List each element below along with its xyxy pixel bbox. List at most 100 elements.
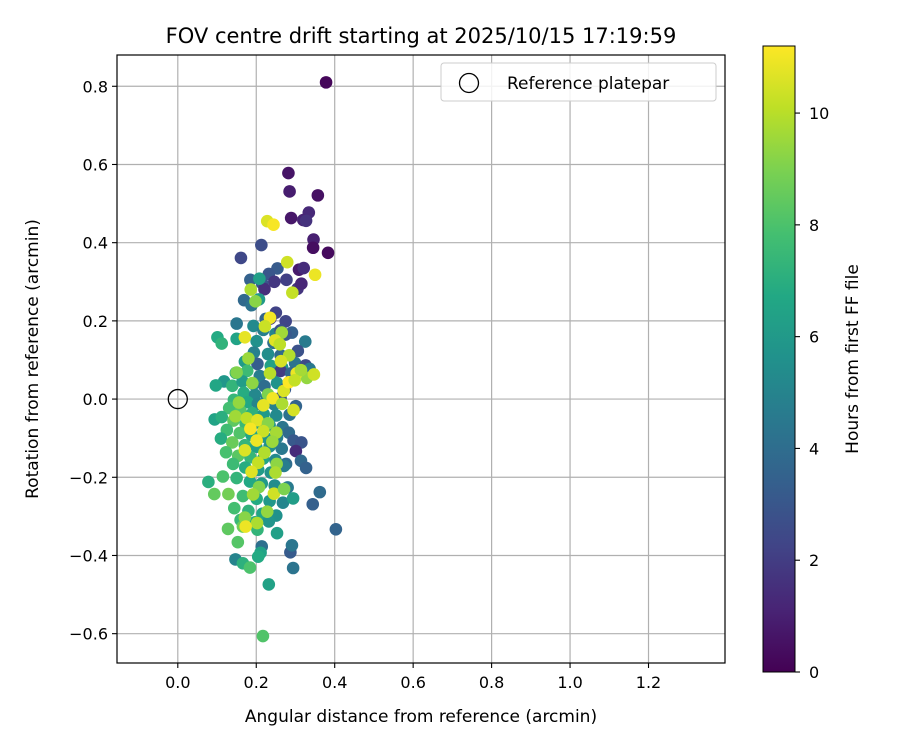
data-point: [280, 273, 293, 287]
data-point: [268, 275, 281, 289]
x-tick-label: 0.4: [322, 673, 347, 692]
data-point: [215, 337, 229, 350]
data-point: [251, 357, 264, 371]
colorbar-gradient: [762, 45, 796, 673]
data-point: [226, 379, 239, 393]
data-point: [321, 246, 335, 260]
reference-marker: [167, 388, 188, 410]
data-point: [230, 471, 243, 485]
data-point: [267, 218, 280, 231]
data-point: [289, 444, 303, 458]
data-point: [250, 434, 263, 447]
data-point: [274, 354, 288, 368]
data-point: [247, 319, 260, 333]
x-tick-label: 1.0: [557, 673, 582, 692]
colorbar-ticks: 0 2 4 6 8 10: [795, 104, 829, 682]
data-point: [214, 432, 228, 445]
data-point: [286, 492, 300, 505]
data-point: [307, 368, 321, 381]
data-point: [308, 268, 322, 282]
data-point: [256, 629, 270, 643]
chart-title: FOV centre drift starting at 2025/10/15 …: [166, 24, 677, 48]
colorbar-tick-label: 4: [809, 439, 819, 458]
legend-entry-reference-platepar: Reference platepar: [507, 74, 669, 94]
data-point: [230, 317, 243, 330]
y-tick-label: 0.6: [83, 155, 108, 174]
data-point: [274, 364, 287, 378]
colorbar-tick-label: 0: [809, 663, 819, 682]
x-tick-label: 0.8: [479, 673, 504, 692]
data-point: [262, 578, 276, 591]
data-point: [306, 497, 320, 511]
legend: Reference platepar: [440, 62, 717, 102]
data-point: [267, 487, 281, 501]
data-point: [232, 396, 246, 409]
data-point: [238, 511, 252, 524]
data-point: [269, 409, 283, 422]
data-point: [215, 410, 229, 424]
data-point: [266, 392, 280, 405]
colorbar-tick-label: 2: [809, 551, 819, 570]
y-axis: −0.6 −0.4 −0.2 0.0 0.2 0.4 0.6 0.8: [69, 77, 117, 644]
data-point: [299, 214, 313, 228]
data-point: [236, 489, 250, 503]
data-point: [258, 282, 271, 296]
data-point: [261, 347, 275, 361]
data-point: [240, 411, 254, 425]
data-point: [273, 338, 287, 351]
data-point: [280, 255, 294, 269]
data-point: [222, 487, 235, 501]
colorbar: 0 2 4 6 8 10 Hours from first FF file: [762, 45, 863, 682]
data-point: [306, 241, 320, 255]
data-point: [276, 496, 290, 509]
data-point: [238, 331, 252, 344]
y-tick-label: 0.8: [83, 77, 108, 96]
data-point: [216, 470, 230, 483]
data-point: [240, 364, 254, 378]
y-tick-label: −0.2: [69, 468, 108, 487]
data-point: [262, 515, 276, 528]
data-point: [230, 366, 243, 379]
x-tick-label: 0.6: [400, 673, 425, 692]
data-point: [258, 320, 272, 333]
data-point: [295, 277, 308, 291]
data-point: [255, 238, 268, 252]
x-tick-label: 1.2: [636, 673, 661, 692]
data-point: [287, 403, 300, 417]
data-point: [270, 526, 284, 540]
data-point: [329, 522, 343, 536]
x-axis-label: Angular distance from reference (arcmin): [245, 707, 597, 727]
data-point: [250, 516, 264, 530]
data-point: [297, 261, 311, 275]
data-point: [266, 435, 279, 449]
grid-lines: [117, 55, 725, 663]
data-point: [233, 426, 247, 440]
data-points: [202, 76, 343, 643]
y-tick-label: −0.4: [69, 546, 108, 565]
data-point: [242, 352, 255, 365]
data-point: [243, 475, 257, 488]
y-tick-label: 0.0: [83, 390, 108, 409]
data-point: [251, 550, 265, 563]
data-point: [243, 561, 257, 574]
y-axis-label: Rotation from reference (arcmin): [23, 219, 43, 499]
data-point: [244, 283, 258, 296]
data-point: [245, 465, 258, 479]
data-point: [283, 185, 296, 198]
data-point: [294, 363, 308, 377]
data-point: [263, 366, 277, 380]
data-point: [239, 520, 252, 533]
data-point: [288, 374, 301, 387]
data-point: [207, 487, 221, 501]
data-point: [286, 561, 300, 575]
data-point: [285, 539, 299, 552]
data-point: [286, 286, 299, 300]
data-point: [299, 461, 313, 475]
data-point: [238, 444, 252, 457]
data-point: [275, 397, 289, 411]
data-point: [246, 376, 259, 390]
legend-marker-hollow-circle-icon: [458, 72, 480, 94]
data-point: [251, 413, 264, 427]
